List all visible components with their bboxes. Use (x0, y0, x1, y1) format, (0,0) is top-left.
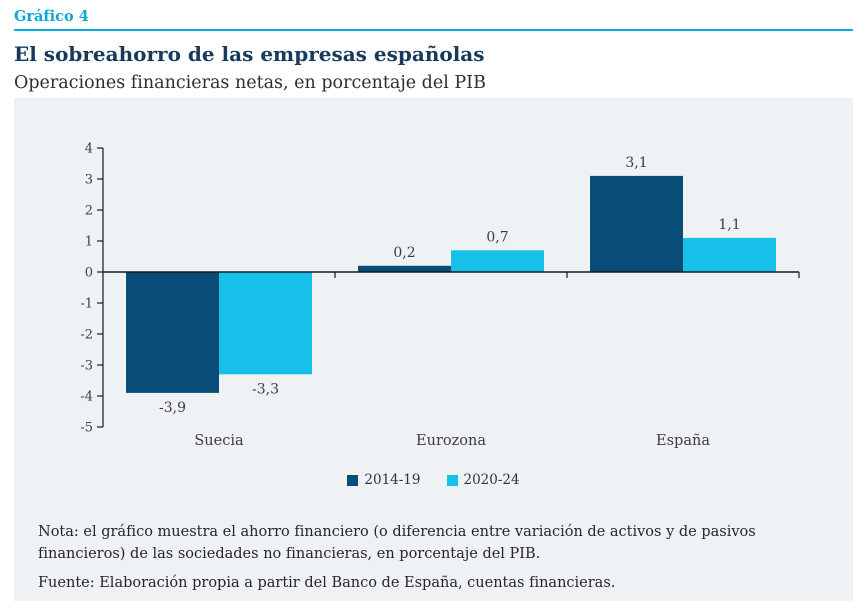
legend-swatch-icon (446, 474, 458, 486)
y-tick-label: -2 (80, 328, 93, 343)
legend-label: 2020-24 (463, 472, 520, 488)
y-tick-label: -1 (80, 297, 93, 312)
bar-value-label: 1,1 (718, 217, 740, 233)
bar-value-label: 0,2 (393, 245, 415, 261)
bar-2020-24-Suecia (219, 272, 312, 375)
bar-2014-19-Suecia (126, 272, 219, 393)
y-tick-label: 4 (85, 142, 93, 157)
category-label-Suecia: Suecia (194, 433, 244, 449)
chart-source: Fuente: Elaboración propia a partir del … (38, 574, 616, 591)
bar-value-label: 3,1 (625, 155, 647, 171)
bar-2020-24-España (683, 237, 776, 272)
legend-label: 2014-19 (364, 472, 421, 488)
chart-legend: 2014-19 2020-24 (14, 472, 853, 488)
y-tick-label: 3 (85, 173, 93, 188)
bar-2020-24-Eurozona (451, 250, 544, 272)
y-tick-label: -5 (80, 421, 93, 436)
chart-title: El sobreahorro de las empresas españolas (14, 42, 485, 66)
bar-2014-19-España (590, 175, 683, 272)
category-label-Eurozona: Eurozona (416, 433, 486, 449)
legend-swatch-icon (347, 474, 359, 486)
legend-item-2020-24: 2020-24 (446, 472, 520, 488)
accent-rule (14, 29, 853, 31)
bar-value-label: -3,9 (159, 400, 186, 416)
category-label-España: España (656, 433, 710, 449)
y-tick-label: -3 (80, 359, 93, 374)
chart-note: Nota: el gráfico muestra el ahorro finan… (38, 524, 756, 562)
bar-2014-19-Eurozona (358, 265, 451, 272)
chart-header: Gráfico 4 El sobreahorro de las empresas… (14, 0, 853, 94)
bar-value-label: -3,3 (252, 381, 279, 397)
y-tick-label: 2 (85, 204, 93, 219)
y-tick-label: -4 (80, 390, 93, 405)
y-tick-label: 0 (85, 266, 93, 281)
bar-chart-svg: -3,9 -3,3 0,2 0,7 3,1 1,1 4 3 2 1 0 -1 -2 -3 -4 -5 Sueci… (80, 142, 800, 449)
chart-subtitle: Operaciones financieras netas, en porcen… (14, 73, 486, 93)
legend-item-2014-19: 2014-19 (347, 472, 421, 488)
y-tick-label: 1 (85, 235, 93, 250)
chart-number-label: Gráfico 4 (14, 8, 89, 25)
chart-panel: -3,9 -3,3 0,2 0,7 3,1 1,1 4 3 2 1 0 -1 -2 -3 -4 -5 Sueci… (14, 98, 853, 601)
chart-footnotes: Nota: el gráfico muestra el ahorro finan… (38, 522, 835, 601)
bar-value-label: 0,7 (486, 229, 508, 245)
